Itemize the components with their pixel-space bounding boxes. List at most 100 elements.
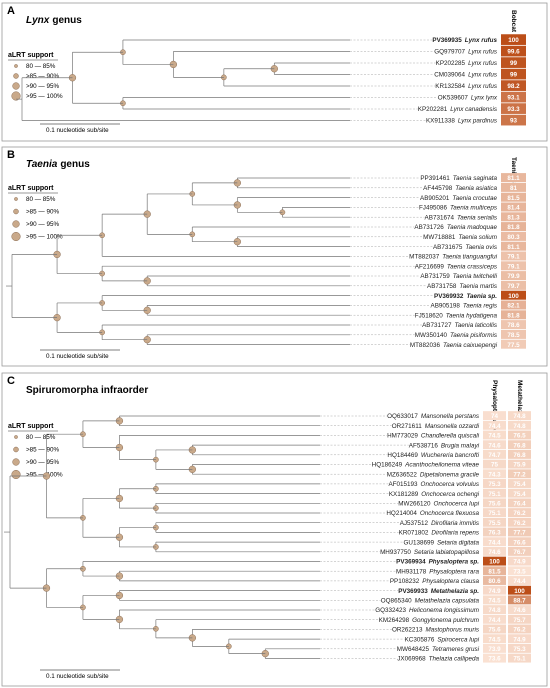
panel-border: [1, 372, 548, 687]
cell-value: 81.5: [488, 568, 501, 575]
heat-cell: [508, 624, 531, 634]
cell-value: 99.6: [507, 49, 520, 56]
title-text: Spiruromorpha infraorder: [26, 385, 148, 396]
heat-cell: [483, 614, 506, 624]
heat-cell: [501, 310, 526, 320]
heat-cell: [483, 653, 506, 663]
species: Setaria labiatopapillosa: [414, 549, 480, 556]
heat-cell: [508, 566, 531, 576]
taxon-label: OR271611 Mansonella ozzardi: [392, 423, 480, 430]
species: Taenia tianguangfui: [442, 254, 497, 261]
cell-value: 81.1: [507, 244, 520, 251]
species: Physaloptera sp.: [429, 559, 480, 566]
legend-item: >90 — 95%: [26, 221, 59, 228]
species: Taenia twitchelli: [453, 273, 498, 280]
heat-cell: [508, 469, 531, 479]
heat-cell: [501, 290, 526, 300]
heat-cell: [501, 231, 526, 241]
column-header: Bobcat: [510, 10, 517, 33]
taxon-label: KP202285 Lynx rufus: [436, 60, 498, 67]
species: Taenia ovis: [465, 244, 497, 251]
cell-value: 82.1: [507, 303, 520, 310]
taxon-label: AF445798 Taenia asiatica: [423, 185, 497, 192]
accession: MZ636522: [387, 471, 418, 478]
cell-value: 76.7: [513, 549, 526, 556]
cell-value: 75.3: [488, 481, 501, 488]
cell-value: 73.6: [488, 656, 501, 663]
legend-node: [13, 73, 19, 79]
cell-value: 74: [491, 413, 499, 420]
accession: AB731759: [420, 273, 450, 280]
legend-node: [13, 446, 19, 453]
heat-cell: [501, 241, 526, 251]
taxon-label: PP108232 Physaloptera clausa: [390, 578, 480, 585]
cell-value: 75.6: [488, 501, 501, 508]
taxon-label: HQ186249 Acanthocheilonema viteae: [372, 462, 480, 469]
legend-node: [12, 220, 20, 228]
species: Lynx canadensis: [450, 106, 498, 113]
heat-cell: [508, 527, 531, 537]
taxon-label: JX069968 Thelazia callipeda: [397, 656, 479, 663]
accession: PP108232: [390, 578, 420, 585]
heat-cell: [501, 251, 526, 261]
cell-value: 81.1: [507, 175, 520, 182]
legend-node: [11, 469, 21, 480]
heat-cell: [483, 546, 506, 556]
species: Acanthocheilonema viteae: [404, 462, 479, 469]
accession: KR071802: [399, 530, 429, 537]
cell-value: 81: [510, 185, 518, 192]
taxon-label: MW648425 Tetrameres grusi: [397, 646, 480, 653]
panel-label: B: [7, 149, 15, 161]
taxon-label: KC305876 Spirocerca lupi: [405, 636, 480, 643]
heat-cell: [508, 459, 531, 469]
heat-cell: [483, 469, 506, 479]
accession: FJ495086: [419, 205, 448, 212]
cell-value: 81.8: [507, 224, 520, 231]
heat-cell: [501, 300, 526, 310]
cell-value: 74.9: [513, 636, 526, 643]
species: Taenia crassiceps: [447, 263, 498, 270]
legend-title: aLRT support: [8, 52, 54, 59]
panel-title: Lynx genus: [26, 15, 82, 26]
species: Chandlerella quiscali: [421, 433, 480, 440]
species: Taenia madoquae: [447, 224, 498, 231]
legend-item: >95 — 100%: [26, 93, 63, 100]
heat-cell: [501, 91, 526, 103]
species: Taenia serialis: [457, 214, 498, 221]
taxon-label: KX911338 Lynx pardinus: [426, 118, 498, 125]
species: Wuchereria bancrofti: [421, 452, 480, 459]
taxon-label: KR071802 Dirofilaria repens: [399, 530, 480, 537]
cell-value: 93: [510, 118, 518, 125]
species: Taenia saginata: [453, 175, 498, 182]
species: Taenia martis: [459, 283, 497, 290]
cell-value: 73.9: [488, 646, 501, 653]
species: Tetrameres grusi: [432, 646, 480, 653]
cell-value: 76.8: [513, 442, 526, 449]
cell-value: 74.5: [488, 636, 501, 643]
accession: KC305876: [405, 636, 435, 643]
cell-value: 99: [510, 60, 518, 67]
species: Physaloptera rara: [429, 568, 479, 575]
accession: AF445798: [423, 185, 453, 192]
heat-cell: [508, 546, 531, 556]
heat-cell: [483, 479, 506, 488]
cell-value: 79.1: [507, 254, 520, 261]
cell-value: 75.6: [488, 627, 501, 634]
species: Taenia solium: [458, 234, 497, 241]
species: Gongylonema pulchrum: [412, 617, 479, 624]
accession: MW648425: [397, 646, 430, 653]
cell-value: 98.2: [507, 83, 520, 90]
accession: OK539607: [438, 95, 469, 102]
accession: AB905201: [420, 195, 450, 202]
taxon-label: MZ636522 Dipetalonema gracile: [387, 471, 480, 478]
cell-value: 74.9: [488, 588, 501, 595]
cell-value: 75.9: [513, 462, 526, 469]
taxon-label: AB731759 Taenia twitchelli: [420, 273, 497, 280]
species: Onchocerca flexuosa: [420, 510, 480, 517]
taxon-label: GQ979707 Lynx rufus: [434, 49, 498, 56]
accession: FJ518620: [415, 312, 444, 319]
heat-cell: [483, 508, 506, 518]
legend-node: [12, 82, 20, 90]
heat-cell: [501, 339, 526, 349]
title-italic: Taenia: [26, 159, 58, 170]
